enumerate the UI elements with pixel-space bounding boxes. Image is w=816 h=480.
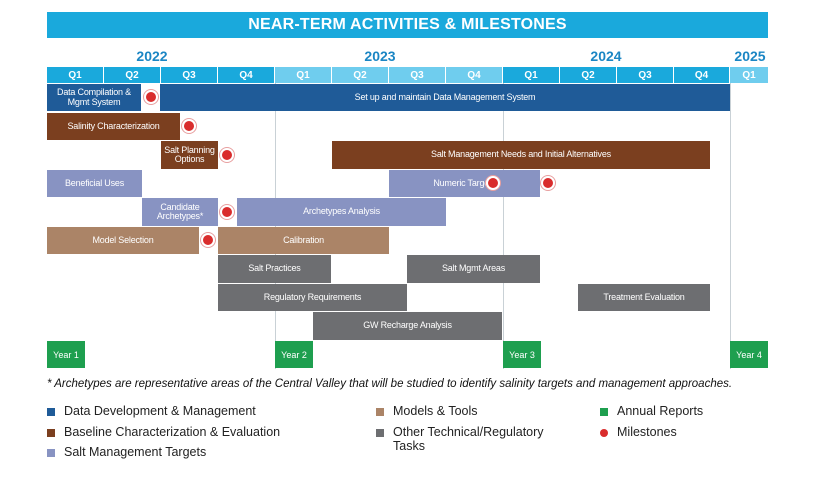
legend-item-annual-reports: Annual Reports: [600, 404, 703, 418]
task-archetypes-analysis: Archetypes Analysis: [237, 198, 446, 226]
legend-item-salt-targets: Salt Management Targets: [47, 445, 206, 459]
year-label-2025: 2025: [734, 48, 766, 64]
year-divider: [730, 83, 731, 369]
task-salt-management-needs: Salt Management Needs and Initial Altern…: [332, 141, 710, 169]
chart-title: NEAR-TERM ACTIVITIES & MILESTONES: [47, 12, 768, 38]
legend-swatch: [600, 408, 608, 416]
legend-label: Salt Management Targets: [64, 445, 207, 459]
legend-swatch: [376, 429, 384, 437]
milestone-icon: [600, 429, 608, 437]
legend-swatch: [47, 408, 55, 416]
milestone-marker: [182, 119, 196, 133]
task-treatment-evaluation: Treatment Evaluation: [578, 284, 710, 311]
legend-item-models-tools: Models & Tools: [376, 404, 478, 418]
quarter-header: Q1: [503, 67, 560, 83]
quarter-header: Q4: [674, 67, 730, 83]
legend-label: Models & Tools: [393, 404, 478, 418]
legend-item-other-tasks: Other Technical/Regulatory Tasks: [376, 425, 566, 453]
legend-swatch: [376, 408, 384, 416]
task-gw-recharge-analysis: GW Recharge Analysis: [313, 312, 502, 340]
task-salt-planning-options: Salt Planning Options: [161, 141, 218, 169]
task-salinity-characterization: Salinity Characterization: [47, 113, 180, 140]
legend-item-milestones: Milestones: [600, 425, 677, 439]
quarter-header: Q2: [332, 67, 389, 83]
quarter-header: Q2: [104, 67, 161, 83]
legend-item-data-development: Data Development & Management: [47, 404, 256, 418]
annual-report-year-1: Year 1: [47, 341, 85, 368]
task-numeric-targets: Numeric Targets: [389, 170, 540, 197]
task-model-selection: Model Selection: [47, 227, 199, 254]
annual-report-year-2: Year 2: [275, 341, 313, 368]
legend-item-baseline: Baseline Characterization & Evaluation: [47, 425, 280, 439]
legend-label: Milestones: [617, 425, 677, 439]
legend-label: Data Development & Management: [64, 404, 256, 418]
year-label-2023: 2023: [364, 48, 396, 64]
annual-report-year-4: Year 4: [730, 341, 768, 368]
milestone-marker: [220, 205, 234, 219]
task-beneficial-uses: Beneficial Uses: [47, 170, 142, 197]
legend-swatch: [47, 429, 55, 437]
task-salt-practices: Salt Practices: [218, 255, 331, 283]
milestone-marker: [144, 90, 158, 104]
milestone-marker: [220, 148, 234, 162]
task-salt-mgmt-areas: Salt Mgmt Areas: [407, 255, 540, 283]
quarter-header: Q4: [218, 67, 275, 83]
quarter-header: Q3: [617, 67, 674, 83]
quarter-header: Q3: [161, 67, 218, 83]
task-candidate-archetypes: Candidate Archetypes*: [142, 198, 218, 226]
year-label-2022: 2022: [136, 48, 168, 64]
task-data-management-system: Set up and maintain Data Management Syst…: [160, 84, 730, 111]
year-label-2024: 2024: [590, 48, 622, 64]
legend-label: Annual Reports: [617, 404, 704, 418]
annual-report-year-3: Year 3: [503, 341, 541, 368]
task-regulatory-requirements: Regulatory Requirements: [218, 284, 407, 311]
milestone-marker: [541, 176, 555, 190]
quarter-header: Q3: [389, 67, 446, 83]
year-divider: [503, 83, 504, 369]
quarter-header: Q2: [560, 67, 617, 83]
task-data-compilation: Data Compilation & Mgmt System: [47, 84, 141, 111]
legend-swatch: [47, 449, 55, 457]
quarter-header: Q1: [275, 67, 332, 83]
milestone-marker: [201, 233, 215, 247]
legend-label: Other Technical/Regulatory Tasks: [393, 425, 544, 453]
quarter-header: Q1: [47, 67, 104, 83]
quarter-header: Q4: [446, 67, 503, 83]
footnote: * Archetypes are representative areas of…: [47, 378, 733, 390]
legend-label: Baseline Characterization & Evaluation: [64, 425, 281, 439]
task-calibration: Calibration: [218, 227, 389, 254]
milestone-marker: [486, 176, 500, 190]
year-divider: [275, 83, 276, 369]
quarter-header: Q1: [730, 67, 768, 83]
